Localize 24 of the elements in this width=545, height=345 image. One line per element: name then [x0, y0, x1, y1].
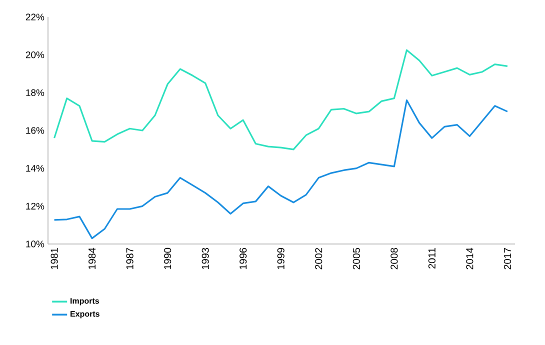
y-tick-label: 20%: [26, 51, 44, 58]
x-tick-label: 1990: [164, 248, 172, 270]
x-tick-label: 2014: [466, 248, 474, 270]
x-tick-label: 2005: [352, 248, 360, 270]
y-tick-label: 18%: [26, 89, 44, 96]
x-tick-label: 2017: [504, 248, 511, 270]
x-tick-label: 1996: [240, 248, 247, 270]
y-tick-label: 12%: [26, 202, 44, 210]
line-series: [53, 49, 508, 150]
x-tick-label: 2002: [315, 248, 322, 270]
x-tick-label: 1984: [88, 248, 96, 270]
legend-label: Imports: [70, 298, 100, 306]
x-tick-label: 2011: [428, 248, 436, 269]
y-tick-label: 16%: [26, 127, 44, 134]
x-tick-label: 1999: [277, 248, 284, 270]
x-tick-label: 1981: [50, 248, 58, 270]
x-tick-label: 1993: [202, 248, 209, 270]
y-tick-label: 14%: [26, 165, 44, 172]
line-series: [53, 99, 508, 240]
y-tick-label: 10%: [26, 240, 44, 248]
x-tick-label: 1987: [126, 248, 134, 270]
legend-label: Exports: [70, 311, 100, 318]
x-tick-label: 2008: [390, 248, 398, 270]
y-tick-label: 22%: [26, 14, 44, 20]
